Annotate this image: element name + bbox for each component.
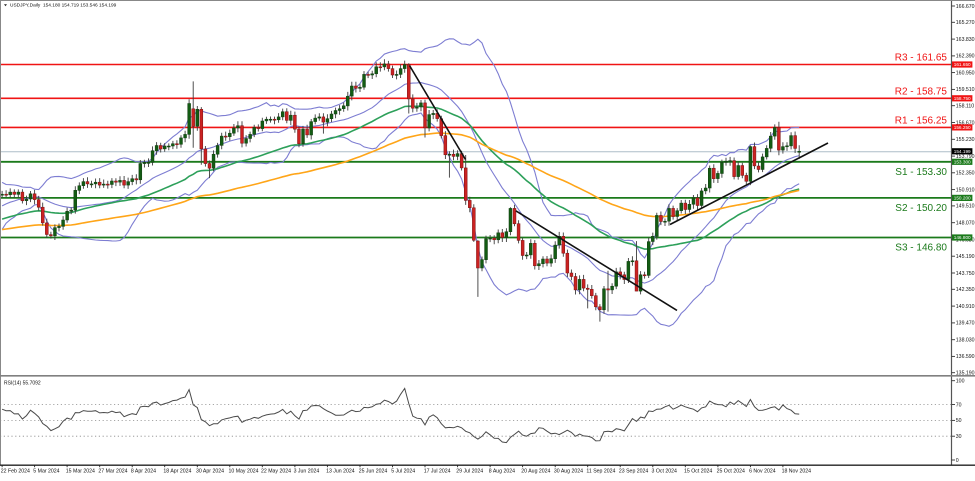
svg-text:158.110: 158.110 [956,104,974,110]
svg-text:160.950: 160.950 [956,70,975,76]
svg-text:166.670: 166.670 [956,4,975,10]
svg-text:152.350: 152.350 [956,171,975,177]
svg-text:13 Jun 2024: 13 Jun 2024 [326,469,355,475]
svg-text:8 Apr 2024: 8 Apr 2024 [131,469,156,475]
svg-text:23 Sep 2024: 23 Sep 2024 [619,469,649,475]
svg-text:135.190: 135.190 [956,371,975,377]
svg-text:30 Apr 2024: 30 Apr 2024 [196,469,224,475]
svg-text:25 Jun 2024: 25 Jun 2024 [359,469,388,475]
svg-text:143.750: 143.750 [956,271,975,277]
svg-text:15 Oct 2024: 15 Oct 2024 [684,469,712,475]
svg-text:156.250: 156.250 [954,125,971,130]
svg-text:S1 - 153.30: S1 - 153.30 [895,167,947,178]
svg-text:R3 - 161.65: R3 - 161.65 [895,53,948,64]
svg-text:138.030: 138.030 [956,338,975,344]
svg-text:136.590: 136.590 [956,354,975,360]
svg-text:RSI(14) 55.7092: RSI(14) 55.7092 [4,381,41,387]
svg-text:17 Jul 2024: 17 Jul 2024 [424,469,451,475]
svg-text:158.750: 158.750 [954,96,971,101]
svg-text:145.190: 145.190 [956,254,975,260]
svg-text:30 Aug 2024: 30 Aug 2024 [554,469,583,475]
svg-text:3 Oct 2024: 3 Oct 2024 [652,469,677,475]
svg-text:8 Aug 2024: 8 Aug 2024 [489,469,515,475]
svg-text:0: 0 [956,458,959,464]
svg-text:5 Mar 2024: 5 Mar 2024 [33,469,59,475]
svg-text:163.830: 163.830 [956,37,975,43]
svg-text:150.200: 150.200 [954,196,971,201]
svg-text:5 Jul 2024: 5 Jul 2024 [391,469,415,475]
svg-text:153.300: 153.300 [954,160,971,165]
svg-text:165.270: 165.270 [956,20,975,26]
svg-text:22 May 2024: 22 May 2024 [261,469,291,475]
svg-text:20 Aug 2024: 20 Aug 2024 [521,469,550,475]
svg-text:11 Sep 2024: 11 Sep 2024 [586,469,615,475]
svg-text:154.199: 154.199 [954,149,971,154]
svg-text:142.350: 142.350 [956,287,975,293]
svg-text:148.070: 148.070 [956,221,975,227]
svg-text:150.910: 150.910 [956,187,975,193]
svg-text:3 Jun 2024: 3 Jun 2024 [294,469,320,475]
svg-text:100: 100 [956,379,965,385]
svg-text:25 Oct 2024: 25 Oct 2024 [717,469,745,475]
svg-text:15 Mar 2024: 15 Mar 2024 [66,469,95,475]
svg-text:R1 - 156.25: R1 - 156.25 [895,115,948,126]
svg-text:18 Nov 2024: 18 Nov 2024 [782,469,812,475]
svg-text:30: 30 [956,434,962,440]
svg-text:10 May 2024: 10 May 2024 [229,469,259,475]
svg-text:139.470: 139.470 [956,321,975,327]
svg-text:USDJPY,Daily 154.180 154.719: USDJPY,Daily 154.180 154.719 153.546 154… [10,3,117,9]
svg-text:29 Jul 2024: 29 Jul 2024 [456,469,483,475]
svg-text:161.650: 161.650 [954,62,971,67]
svg-text:R2 - 158.75: R2 - 158.75 [895,87,948,98]
svg-text:22 Feb 2024: 22 Feb 2024 [1,469,30,475]
svg-text:140.910: 140.910 [956,304,975,310]
svg-text:155.230: 155.230 [956,137,975,143]
svg-text:146.800: 146.800 [954,235,971,240]
svg-text:50: 50 [956,418,962,424]
svg-text:S3 - 146.80: S3 - 146.80 [895,243,947,254]
svg-text:18 Apr 2024: 18 Apr 2024 [163,469,191,475]
svg-text:159.510: 159.510 [956,87,975,93]
svg-text:156.670: 156.670 [956,120,975,126]
svg-text:27 Mar 2024: 27 Mar 2024 [98,469,127,475]
svg-text:162.390: 162.390 [956,54,975,60]
svg-text:S2 - 150.20: S2 - 150.20 [895,203,947,214]
svg-text:70: 70 [956,402,962,408]
svg-text:153.790: 153.790 [956,154,975,160]
svg-text:6 Nov 2024: 6 Nov 2024 [749,469,776,475]
svg-text:149.510: 149.510 [956,204,975,210]
